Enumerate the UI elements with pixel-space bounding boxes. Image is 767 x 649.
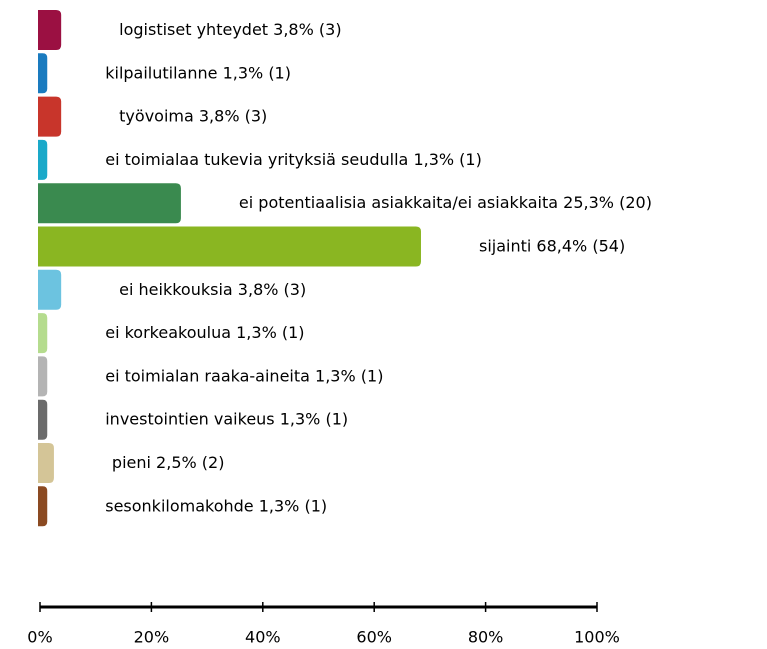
bar-label: työvoima 3,8% (3)	[119, 106, 267, 125]
category-label: ei toimialan raaka-aineita	[105, 366, 310, 385]
x-tick-label: 40%	[245, 628, 281, 647]
bar-label: sijainti 68,4% (54)	[479, 236, 625, 255]
bar-label: ei korkeakoulua 1,3% (1)	[105, 323, 304, 342]
bar	[38, 399, 48, 440]
bar	[38, 139, 48, 180]
x-tick-label: 20%	[134, 628, 170, 647]
value-label: 2,5% (2)	[156, 453, 224, 472]
value-label: 25,3% (20)	[563, 193, 652, 212]
bar-label: pieni 2,5% (2)	[112, 453, 225, 472]
value-label: 1,3% (1)	[236, 323, 304, 342]
bar	[38, 96, 62, 137]
category-label: työvoima	[119, 106, 194, 125]
value-label: 3,8% (3)	[238, 279, 306, 298]
bar-label: logistiset yhteydet 3,8% (3)	[119, 20, 341, 39]
bar	[38, 10, 62, 50]
category-label: logistiset yhteydet	[119, 20, 268, 39]
category-label: ei korkeakoulua	[105, 323, 231, 342]
x-tick-label: 100%	[574, 628, 620, 647]
value-label: 1,3% (1)	[259, 496, 327, 515]
x-tick-label: 0%	[27, 628, 52, 647]
value-label: 3,8% (3)	[273, 20, 341, 39]
bar-label: ei potentiaalisia asiakkaita/ei asiakkai…	[239, 193, 652, 212]
x-tick-label: 60%	[356, 628, 392, 647]
value-label: 1,3% (1)	[413, 149, 481, 168]
category-label: pieni	[112, 453, 151, 472]
x-tick-label: 80%	[468, 628, 504, 647]
bar-label: kilpailutilanne 1,3% (1)	[105, 63, 291, 82]
bar-label: ei toimialaa tukevia yrityksiä seudulla …	[105, 149, 482, 168]
value-label: 1,3% (1)	[280, 409, 348, 428]
bar	[38, 269, 62, 310]
category-label: sesonkilomakohde	[105, 496, 253, 515]
category-label: sijainti	[479, 236, 531, 255]
bar-label: ei heikkouksia 3,8% (3)	[119, 279, 306, 298]
bar-label: ei toimialan raaka-aineita 1,3% (1)	[105, 366, 383, 385]
bar	[38, 226, 421, 267]
category-label: kilpailutilanne	[105, 63, 217, 82]
value-label: 1,3% (1)	[223, 63, 291, 82]
value-label: 3,8% (3)	[199, 106, 267, 125]
value-label: 68,4% (54)	[536, 236, 625, 255]
bar	[38, 183, 181, 224]
bar	[38, 486, 48, 527]
category-label: investointien vaikeus	[105, 409, 274, 428]
bar	[38, 356, 48, 397]
category-label: ei toimialaa tukevia yrityksiä seudulla	[105, 149, 408, 168]
value-label: 1,3% (1)	[315, 366, 383, 385]
bar-label: sesonkilomakohde 1,3% (1)	[105, 496, 327, 515]
bar	[38, 53, 48, 94]
bar	[38, 313, 48, 354]
bar-label: investointien vaikeus 1,3% (1)	[105, 409, 348, 428]
category-label: ei heikkouksia	[119, 279, 233, 298]
bar	[38, 443, 54, 483]
category-label: ei potentiaalisia asiakkaita/ei asiakkai…	[239, 193, 558, 212]
